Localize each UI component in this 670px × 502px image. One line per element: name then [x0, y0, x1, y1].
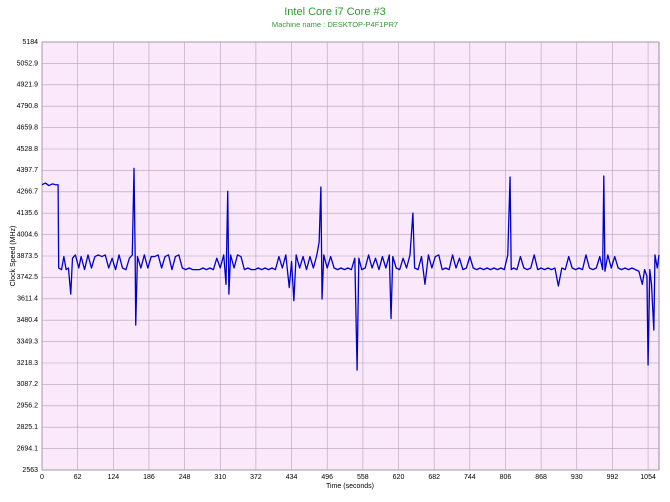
x-tick-label: 62 — [74, 474, 82, 481]
x-tick-label: 930 — [571, 474, 583, 481]
y-tick-label: 2563 — [22, 467, 38, 474]
chart-subtitle: Machine name : DESKTOP-P4F1PR7 — [272, 20, 398, 29]
x-tick-label: 620 — [393, 474, 405, 481]
chart-title: Intel Core i7 Core #3 — [284, 6, 386, 18]
x-tick-label: 992 — [607, 474, 619, 481]
y-tick-label: 4921.9 — [17, 82, 39, 89]
x-tick-label: 682 — [428, 474, 440, 481]
y-tick-label: 2825.1 — [17, 424, 39, 431]
x-tick-label: 1054 — [640, 474, 656, 481]
x-tick-label: 248 — [179, 474, 191, 481]
x-tick-label: 186 — [143, 474, 155, 481]
y-tick-label: 4528.8 — [17, 146, 39, 153]
x-axis-label: Time (seconds) — [326, 483, 374, 490]
y-tick-label: 2956.2 — [17, 403, 39, 410]
y-tick-label: 3873.5 — [17, 253, 39, 260]
x-tick-label: 496 — [321, 474, 333, 481]
data-line — [41, 167, 660, 371]
y-axis-label: Clock Speed (MHz) — [10, 226, 17, 287]
y-tick-label: 3218.3 — [17, 360, 39, 367]
x-tick-label: 868 — [535, 474, 547, 481]
x-tick-label: 744 — [464, 474, 476, 481]
x-tick-label: 372 — [250, 474, 262, 481]
y-tick-label: 5052.9 — [17, 60, 39, 67]
y-tick-label: 5184 — [22, 39, 38, 46]
y-tick-label: 3087.2 — [17, 381, 39, 388]
y-tick-label: 4135.6 — [17, 210, 39, 217]
x-tick-label: 558 — [357, 474, 369, 481]
x-tick-label: 0 — [40, 474, 44, 481]
y-tick-label: 4397.7 — [17, 167, 39, 174]
x-tick-label: 124 — [107, 474, 119, 481]
y-tick-label: 3611.4 — [17, 296, 38, 303]
x-tick-label: 434 — [286, 474, 298, 481]
y-tick-label: 4659.8 — [17, 124, 39, 131]
x-tick-label: 310 — [214, 474, 226, 481]
y-tick-label: 2694.1 — [17, 445, 39, 452]
y-tick-label: 3480.4 — [17, 317, 39, 324]
y-tick-label: 3349.3 — [17, 338, 39, 345]
y-tick-label: 3742.5 — [17, 274, 39, 281]
y-tick-label: 4790.8 — [17, 103, 39, 110]
x-tick-label: 806 — [500, 474, 512, 481]
y-tick-label: 4004.6 — [17, 231, 39, 238]
y-tick-label: 4266.7 — [17, 189, 39, 196]
